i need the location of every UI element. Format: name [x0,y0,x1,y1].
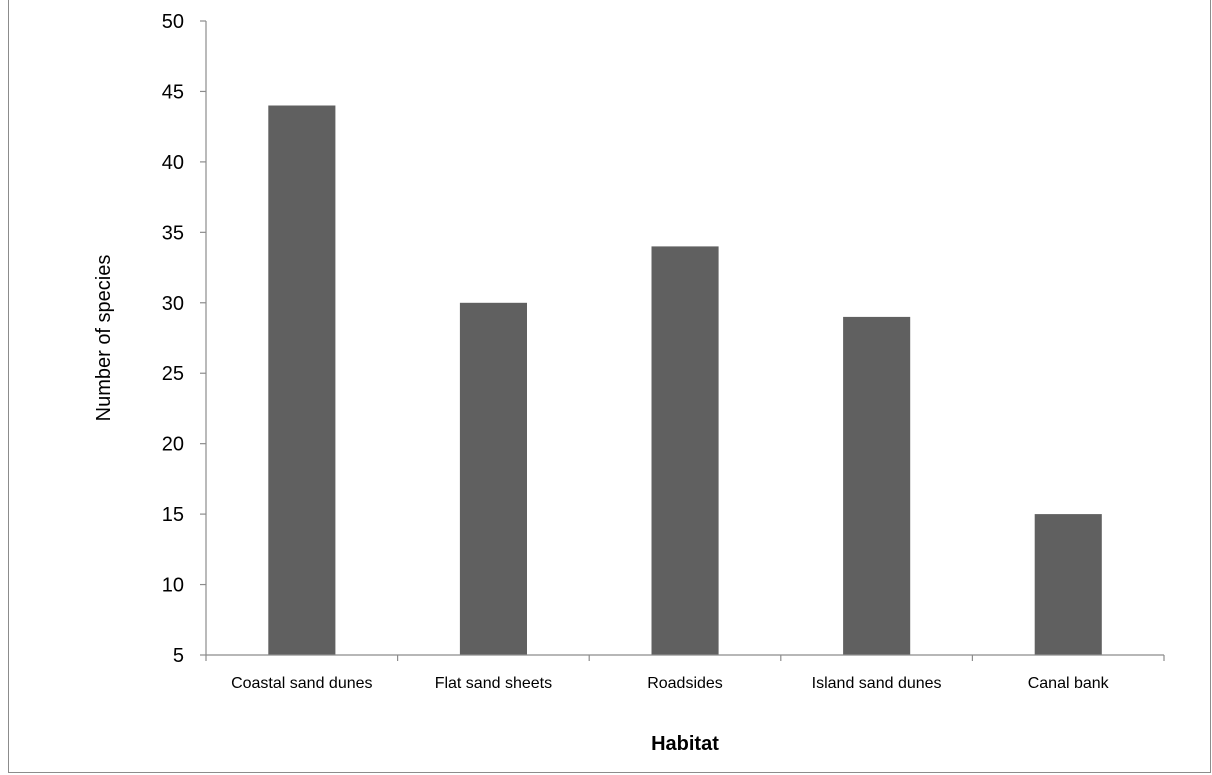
y-tick-label: 20 [162,434,184,456]
axes-group [205,21,1164,656]
bar-4 [843,316,911,655]
x-tick-label: Island sand dunes [812,675,942,692]
chart-frame [8,0,1211,773]
bar-2 [459,302,527,655]
y-tick-label: 45 [162,81,184,103]
y-tick-label: 40 [162,152,184,174]
y-tick-label: 25 [162,363,184,385]
bars-group [268,105,1102,655]
y-ticks-group: 5 10 15 20 25 30 35 40 45 50 [162,11,206,667]
x-tick-label: Canal bank [1028,675,1110,692]
x-tick-label: Roadsides [647,675,723,692]
bar-3 [651,246,719,655]
y-tick-label: 30 [162,293,184,315]
y-tick-label: 35 [162,222,184,244]
y-tick-label: 10 [162,575,184,597]
x-tick-label: Flat sand sheets [435,675,552,692]
y-tick-label: 5 [173,645,184,667]
y-axis-title: Number of species [93,255,115,422]
y-tick-label: 15 [162,504,184,526]
x-axis-title: Habitat [651,733,719,755]
y-tick-label: 50 [162,11,184,33]
x-tick-label: Coastal sand dunes [231,675,372,692]
bar-5 [1034,514,1102,655]
x-ticks-group: Coastal sand dunes Flat sand sheets Roadsi… [205,655,1165,692]
bar-1 [268,105,336,655]
